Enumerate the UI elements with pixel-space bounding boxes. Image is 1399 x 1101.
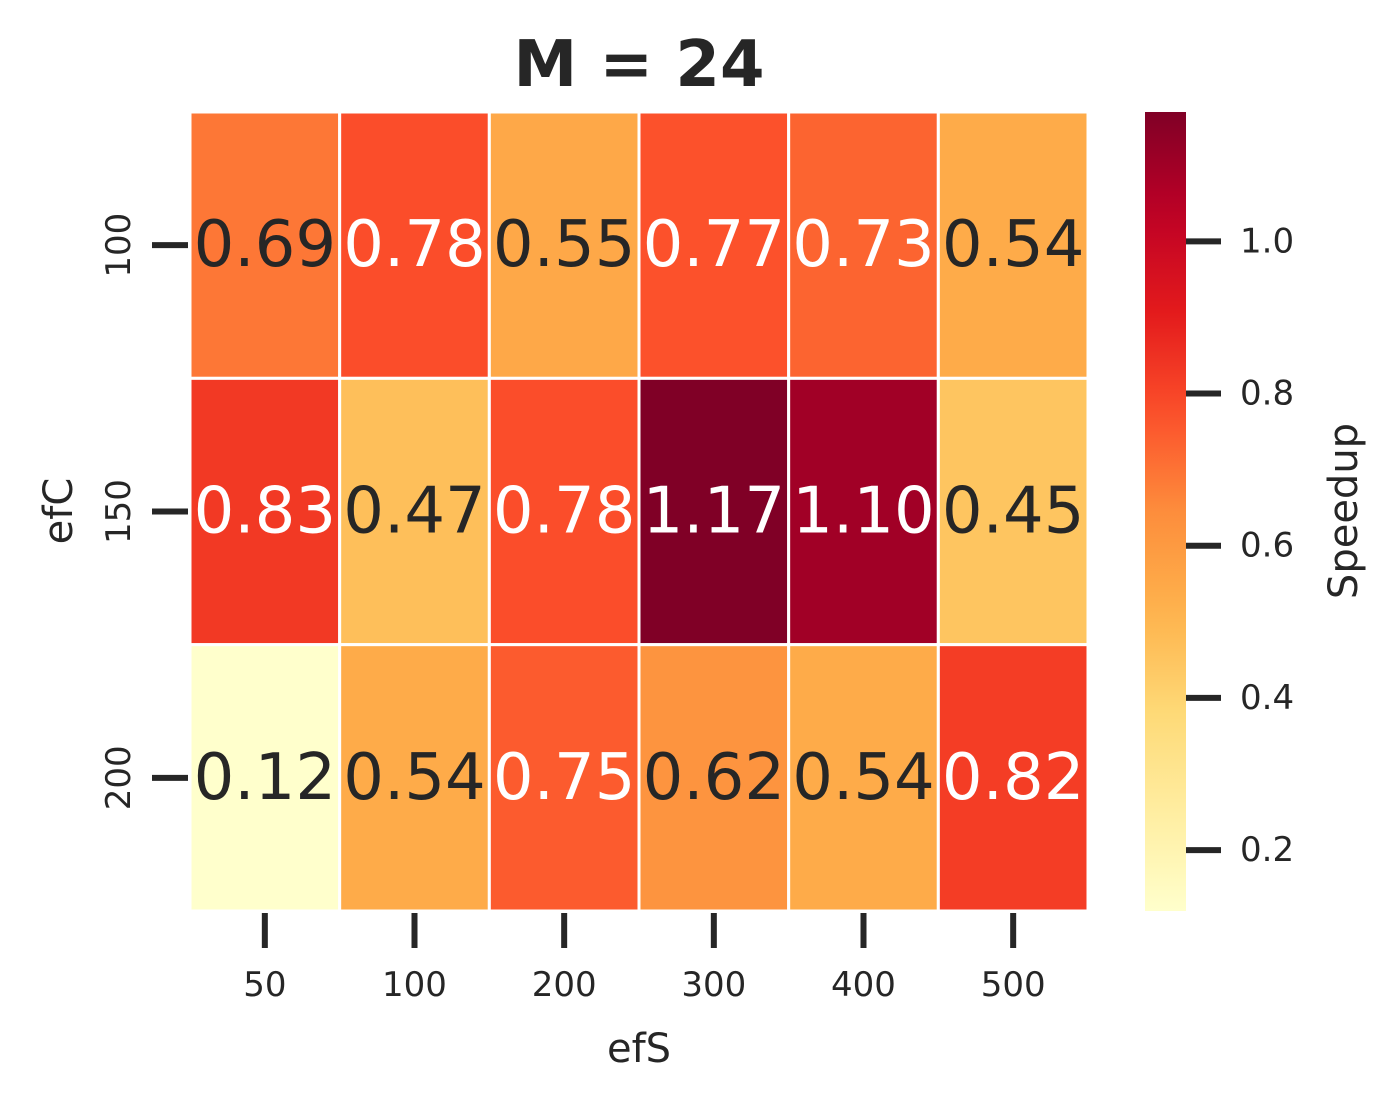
heatmap-cell-label: 0.83 bbox=[194, 475, 337, 549]
heatmap-cell bbox=[487, 110, 641, 380]
colorbar-tick-label: 0.2 bbox=[1240, 830, 1294, 870]
heatmap-cell bbox=[188, 110, 342, 380]
heatmap-cell-label: 0.75 bbox=[493, 741, 636, 815]
colorbar-label: Speedup bbox=[1321, 423, 1367, 599]
heatmap-cell-label: 0.45 bbox=[942, 475, 1085, 549]
y-axis-ticks: 100 150 200 bbox=[99, 213, 188, 810]
heatmap-cells bbox=[188, 110, 1090, 913]
heatmap-cell bbox=[637, 110, 791, 380]
heatmap-cell-label: 0.82 bbox=[942, 741, 1085, 815]
x-tick-label: 50 bbox=[243, 965, 286, 1005]
x-axis-ticks: 50 100 200 300 400 500 bbox=[243, 913, 1046, 1005]
heatmap-cell bbox=[338, 376, 491, 647]
colorbar bbox=[1145, 112, 1186, 911]
heatmap-cell bbox=[936, 110, 1090, 380]
heatmap-cell-label: 0.78 bbox=[343, 208, 486, 282]
heatmap-cell bbox=[637, 643, 791, 913]
heatmap-cell-label: 0.47 bbox=[343, 475, 486, 549]
x-tick-label: 500 bbox=[981, 965, 1046, 1005]
colorbar-tick-label: 0.6 bbox=[1240, 526, 1294, 566]
heatmap-cell bbox=[338, 643, 491, 913]
x-axis-label: efS bbox=[607, 1026, 671, 1072]
heatmap-cell-label: 0.73 bbox=[792, 208, 935, 282]
heatmap-cell-label: 0.55 bbox=[493, 208, 636, 282]
y-axis-label: efC bbox=[36, 478, 82, 545]
heatmap-cell-label: 0.69 bbox=[194, 208, 337, 282]
heatmap-cell-label: 1.17 bbox=[643, 475, 786, 549]
heatmap-cell bbox=[936, 376, 1090, 647]
colorbar-tick-label: 0.8 bbox=[1240, 374, 1294, 414]
colorbar-tick-label: 1.0 bbox=[1240, 221, 1294, 261]
x-tick-label: 300 bbox=[681, 965, 746, 1005]
heatmap-cell bbox=[936, 643, 1090, 913]
heatmap-cell-label: 0.12 bbox=[194, 741, 337, 815]
x-tick-label: 200 bbox=[532, 965, 597, 1005]
heatmap-cell bbox=[188, 643, 342, 913]
y-tick-label: 150 bbox=[99, 479, 139, 544]
heatmap-cell bbox=[787, 643, 940, 913]
heatmap-cell-label: 1.10 bbox=[792, 475, 935, 549]
heatmap-cell-labels: 0.69 0.78 0.55 0.77 0.73 0.540.83 0.47 0.78 1.17… bbox=[194, 208, 1085, 815]
y-tick-label: 200 bbox=[99, 745, 139, 810]
heatmap-cell-label: 0.54 bbox=[942, 208, 1085, 282]
chart-title: M = 24 bbox=[514, 28, 765, 102]
heatmap-cell bbox=[637, 376, 791, 647]
heatmap-cell-label: 0.54 bbox=[792, 741, 935, 815]
heatmap-cell-label: 0.54 bbox=[343, 741, 486, 815]
colorbar-ticks: 0.2 0.4 0.6 0.8 1.0 bbox=[1186, 221, 1294, 870]
heatmap-cell-label: 0.77 bbox=[643, 208, 786, 282]
heatmap-cell-label: 0.62 bbox=[643, 741, 786, 815]
x-tick-label: 100 bbox=[382, 965, 447, 1005]
heatmap-cell-label: 0.78 bbox=[493, 475, 636, 549]
heatmap-cell bbox=[338, 110, 491, 380]
x-tick-label: 400 bbox=[831, 965, 896, 1005]
colorbar-tick-label: 0.4 bbox=[1240, 678, 1294, 718]
y-tick-label: 100 bbox=[99, 213, 139, 278]
